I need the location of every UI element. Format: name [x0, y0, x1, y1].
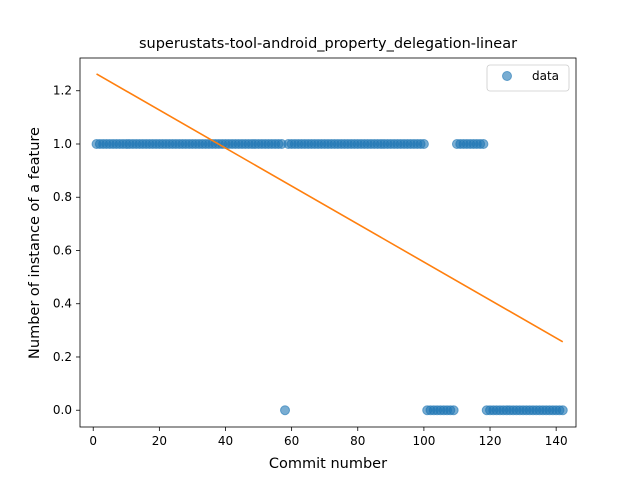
y-tick-label: 0.2: [53, 350, 72, 364]
y-tick-label: 1.0: [53, 137, 72, 151]
data-point: [478, 138, 489, 149]
x-axis-label: Commit number: [269, 456, 387, 472]
chart-title: superustats-tool-android_property_delega…: [139, 36, 517, 52]
x-tick-label: 120: [479, 434, 502, 448]
data-point: [280, 405, 291, 416]
x-axis: 0 20 40 60 80 100 120 140: [89, 427, 568, 448]
plot-frame: [79, 57, 577, 428]
data-point: [557, 405, 568, 416]
legend: data: [486, 64, 570, 92]
x-tick-label: 40: [218, 434, 233, 448]
legend-marker-data: [502, 71, 512, 81]
y-tick-label: 1.2: [53, 84, 72, 98]
y-tick-label: 0.0: [53, 403, 72, 417]
y-tick-label: 0.6: [53, 243, 72, 257]
x-tick-label: 100: [412, 434, 435, 448]
x-tick-label: 20: [152, 434, 167, 448]
x-tick-label: 60: [284, 434, 299, 448]
y-axis: 0.0 0.2 0.4 0.6 0.8 1.0 1.2: [53, 84, 80, 417]
legend-label-data: data: [532, 69, 559, 83]
fit-line: [96, 73, 564, 343]
y-axis-label: Number of instance of a feature: [27, 127, 43, 359]
data-point: [418, 138, 429, 149]
x-tick-label: 140: [545, 434, 568, 448]
x-tick-label: 0: [89, 434, 97, 448]
plot-marks: [91, 73, 568, 416]
data-point: [448, 405, 459, 416]
y-tick-label: 0.4: [53, 297, 72, 311]
y-tick-label: 0.8: [53, 190, 72, 204]
x-tick-label: 80: [350, 434, 365, 448]
